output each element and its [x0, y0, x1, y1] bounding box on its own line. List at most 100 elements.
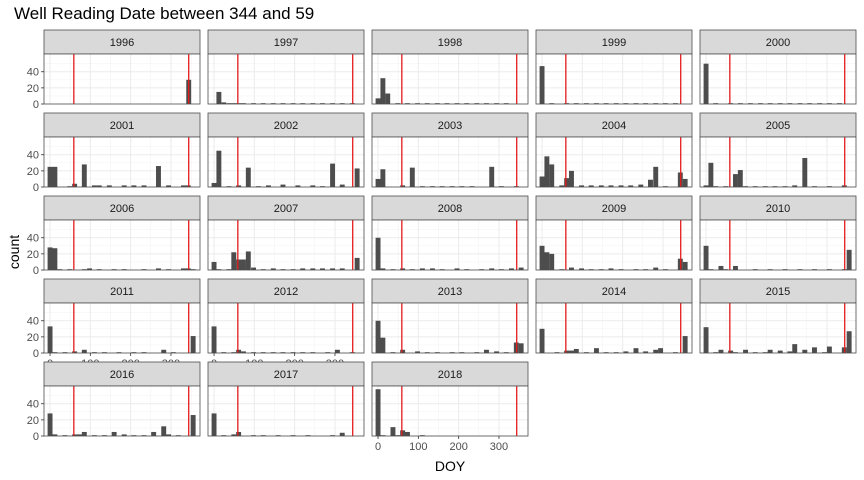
histogram-bar	[290, 269, 296, 270]
histogram-bar	[434, 103, 440, 104]
histogram-bar	[216, 91, 222, 104]
y-tick-label: 20	[27, 415, 39, 427]
histogram-bar	[439, 186, 445, 187]
histogram-bar	[434, 352, 440, 353]
facet-panel-2005	[700, 137, 856, 187]
histogram-bar	[251, 103, 257, 104]
histogram-bar	[767, 349, 773, 353]
histogram-bar	[245, 251, 251, 270]
histogram-bar	[295, 185, 301, 187]
histogram-bar	[643, 269, 649, 270]
histogram-bar	[380, 435, 386, 436]
histogram-bar	[837, 103, 842, 104]
histogram-bar	[334, 349, 340, 353]
histogram-bar	[266, 185, 271, 187]
histogram-bar	[57, 269, 63, 270]
histogram-bar	[812, 347, 817, 353]
facet-border-2000	[699, 53, 857, 105]
histogram-bar	[190, 336, 196, 353]
histogram-bar	[594, 348, 599, 353]
facet-border-2007	[207, 219, 365, 271]
facet-label-2003: 2003	[438, 120, 462, 132]
histogram-bar	[380, 268, 386, 270]
facet-strip-1998	[371, 29, 529, 55]
facet-panel-2016	[44, 386, 200, 436]
histogram-bar	[190, 269, 196, 270]
histogram-bar	[231, 434, 237, 436]
histogram-bar	[375, 98, 381, 104]
facet-strip-2001	[43, 112, 201, 138]
histogram-bar	[662, 269, 668, 270]
histogram-bar	[121, 434, 127, 436]
x-tick-label: 300	[490, 441, 508, 453]
histogram-bar	[588, 185, 594, 187]
histogram-bar	[280, 103, 286, 104]
histogram-bar	[270, 352, 276, 353]
chart-title: Well Reading Date between 344 and 59	[14, 4, 315, 23]
y-tick-label: 20	[27, 166, 39, 178]
x-tick-label: 100	[409, 441, 427, 453]
histogram-bar	[390, 352, 396, 353]
histogram-bar	[121, 185, 127, 187]
histogram-bar	[424, 103, 430, 104]
histogram-bar	[236, 431, 242, 436]
histogram-bar	[375, 178, 381, 187]
facet-panel-2017	[208, 386, 364, 436]
histogram-bar	[419, 435, 425, 436]
histogram-bar	[270, 268, 276, 270]
histogram-bar	[47, 413, 53, 436]
histogram-bar	[728, 350, 734, 353]
histogram-bar	[77, 434, 82, 436]
histogram-bar	[221, 352, 227, 353]
histogram-bar	[449, 186, 455, 187]
histogram-bar	[454, 103, 460, 104]
histogram-bar	[405, 431, 410, 436]
facet-label-2000: 2000	[766, 37, 790, 49]
histogram-bar	[583, 103, 589, 104]
facet-strip-2014	[535, 278, 693, 304]
histogram-bar	[598, 269, 604, 270]
histogram-bar	[633, 103, 639, 104]
facet-label-2009: 2009	[602, 203, 626, 215]
facet-strip-2002	[207, 112, 365, 138]
histogram-bar	[464, 269, 470, 270]
histogram-bar	[72, 183, 78, 187]
histogram-bar	[733, 265, 738, 270]
histogram-bar	[226, 269, 232, 270]
histogram-bar	[52, 166, 58, 187]
facet-strip-1996	[43, 29, 201, 55]
histogram-bar	[330, 163, 336, 187]
y-tick-label: 0	[33, 348, 39, 360]
histogram-bar	[703, 63, 709, 104]
histogram-bar	[52, 352, 58, 353]
facet-panel-2000	[700, 54, 856, 104]
histogram-bar	[564, 178, 570, 187]
histogram-bar	[772, 186, 778, 187]
facet-label-1999: 1999	[602, 37, 626, 49]
histogram-bar	[375, 237, 381, 270]
histogram-bar	[280, 352, 286, 353]
histogram-bar	[354, 257, 360, 270]
histogram-bar	[454, 268, 460, 270]
histogram-bar	[762, 186, 768, 187]
histogram-bar	[509, 268, 514, 270]
histogram-bar	[310, 185, 316, 187]
histogram-bar	[658, 348, 664, 353]
facet-border-2005	[699, 136, 857, 188]
histogram-bar	[603, 103, 609, 104]
histogram-bar	[310, 103, 316, 104]
y-tick-label: 20	[27, 249, 39, 261]
histogram-bar	[812, 269, 817, 270]
histogram-bar	[846, 249, 852, 270]
facet-panel-2008	[372, 220, 528, 270]
histogram-bar	[579, 185, 585, 187]
histogram-bar	[241, 103, 246, 104]
histogram-bar	[400, 349, 406, 353]
facet-border-2002	[207, 136, 365, 188]
histogram-bar	[603, 352, 609, 353]
facet-strip-2015	[699, 278, 857, 304]
histogram-bar	[703, 245, 709, 270]
y-tick-label: 20	[27, 332, 39, 344]
histogram-bar	[569, 170, 574, 187]
histogram-bar	[290, 103, 296, 104]
